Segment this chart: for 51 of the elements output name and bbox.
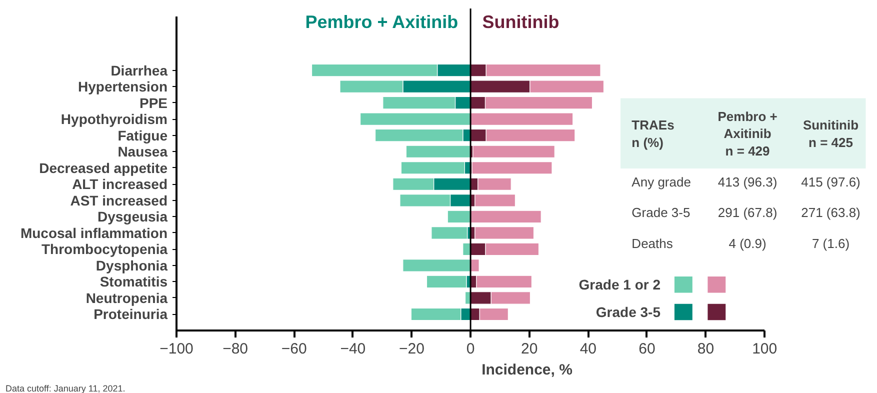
annotation: Any grade <box>632 174 691 190</box>
annotation: Deaths <box>632 236 674 252</box>
y-tick-label: Stomatitis <box>100 274 168 290</box>
x-tick-label: −40 <box>340 340 366 358</box>
x-tick-label: −100 <box>160 340 194 358</box>
y-tick-label: Decreased appetite <box>39 160 168 176</box>
text: 271 (63.8) <box>801 204 860 220</box>
annotation: Pembro + Axitinib n = 429 <box>718 108 778 158</box>
y-tick-label: Neutropenia <box>86 290 168 306</box>
bar <box>431 226 468 240</box>
y-tick-label: AST increased <box>70 192 168 208</box>
x-tick-label: −80 <box>222 340 248 358</box>
text: Sunitinib n = 425 <box>802 118 859 150</box>
legend-label: Grade 3-5 <box>596 304 661 320</box>
text: 7 (1.6) <box>812 236 850 252</box>
y-tick-label: Diarrhea <box>110 62 168 78</box>
bar <box>472 145 555 158</box>
legend-label: Grade 1 or 2 <box>578 276 661 293</box>
y-tick-label: PPE <box>139 94 168 111</box>
y-tick-label: ALT increased <box>72 176 168 192</box>
y-tick-label: Nausea <box>118 144 168 160</box>
y-tick-label: Hypertension <box>78 78 168 95</box>
annotation: Grade 3-5 <box>632 204 690 220</box>
y-tick-label: Hypothyroidism <box>60 111 168 128</box>
x-tick-label: 60 <box>638 340 656 358</box>
text: 415 (97.6) <box>801 174 860 190</box>
y-tick-label: Proteinuria <box>94 306 168 322</box>
annotation: 291 (67.8) <box>718 204 778 220</box>
y-tick-label: Dysgeusia <box>97 208 168 225</box>
y-tick-label: Mucosal inflammation <box>20 224 168 241</box>
text: Data cutoff: January 11, 2021. <box>6 384 126 393</box>
x-tick-label: 20 <box>521 340 538 358</box>
text: Sunitinib <box>482 12 560 32</box>
x-axis-title: Incidence, % <box>482 362 572 378</box>
y-tick-label: Dysphonia <box>96 257 168 274</box>
bar <box>426 275 467 288</box>
bar <box>474 194 516 207</box>
y-tick-label: Thrombocytopenia <box>41 241 168 258</box>
x-tick-label: 80 <box>697 340 714 358</box>
bar <box>474 226 534 240</box>
x-tick-label: 40 <box>580 340 597 358</box>
x-tick-label: 100 <box>752 340 778 358</box>
annotation: 413 (96.3) <box>718 174 778 190</box>
x-tick-label: −20 <box>399 340 424 358</box>
y-tick-label: Fatigue <box>118 127 168 144</box>
bar <box>406 145 471 158</box>
text: Pembro + Axitinib <box>305 12 458 32</box>
annotation: TRAEs n (%) <box>632 118 674 150</box>
annotation: 4 (0.9) <box>728 236 766 252</box>
x-tick-label: 0 <box>466 340 475 358</box>
x-tick-label: −60 <box>281 340 307 358</box>
